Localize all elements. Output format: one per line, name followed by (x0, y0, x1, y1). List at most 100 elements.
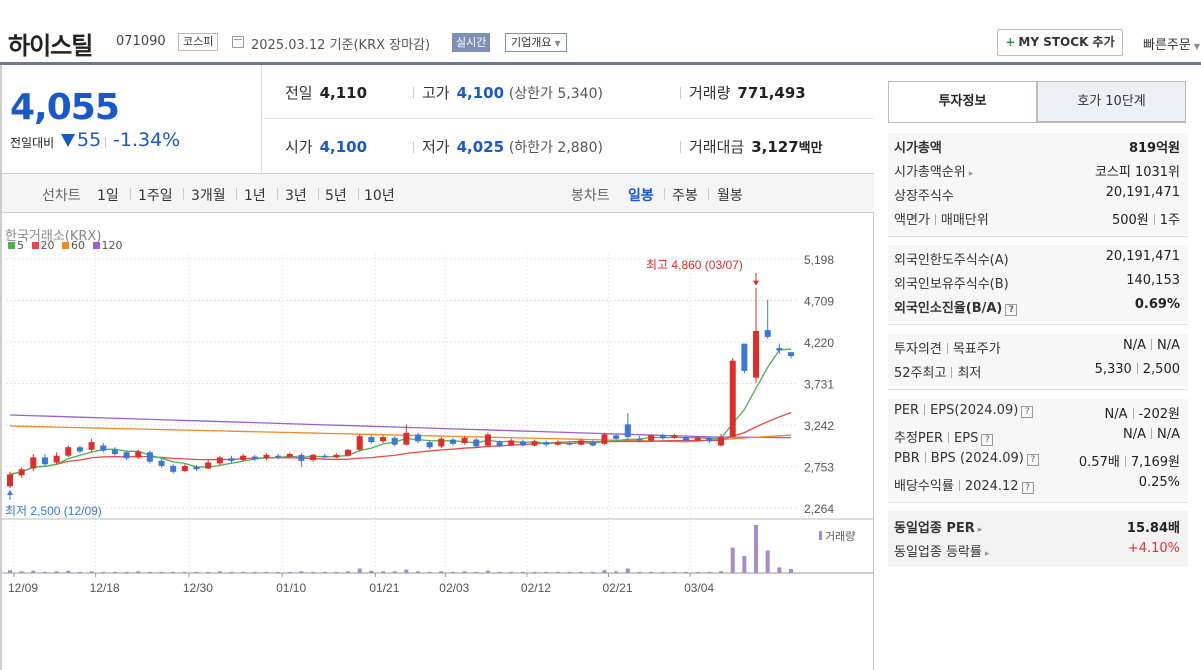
candle-monthly[interactable]: 월봉 (717, 188, 743, 204)
period-3y[interactable]: 3년 (285, 188, 307, 204)
candle-body (228, 458, 235, 461)
volume-bar (311, 571, 316, 573)
volume-bar (159, 571, 164, 573)
candle-body (729, 360, 736, 438)
prev-close: 전일 4,110 (285, 84, 368, 102)
volume-bar (229, 571, 234, 573)
info-section-foreign: 외국인한도주식수(A) 20,191,471 외국인보유주식수(B) 140,153… (888, 245, 1188, 321)
volume-bar (742, 556, 747, 573)
volume-bar (392, 571, 397, 573)
company-overview-button[interactable]: 기업개요 ▼ (505, 33, 567, 52)
y-tick-label: 2,753 (804, 461, 834, 475)
info-section-opinion: 투자의견 목표주가 N/A N/A 52주최고 최저 5,330 2,500 (888, 334, 1188, 386)
info-row: 액면가 매매단위 500원 1주 (894, 213, 1180, 228)
candle-body (391, 437, 398, 445)
volume-bar (346, 571, 351, 573)
volume-bar (241, 571, 246, 573)
volume-bar (381, 571, 386, 573)
candle-body (624, 424, 631, 438)
tab-investment-info[interactable]: 투자정보 (888, 81, 1037, 122)
candlestick-chart[interactable]: 5,198 4,709 4,220 3,731 3,242 2,753 2,264 최고 4,… (2, 213, 874, 670)
period-1y[interactable]: 1년 (244, 188, 266, 204)
volume-bar (19, 571, 24, 573)
candle-body (275, 455, 282, 458)
candle-daily[interactable]: 일봉 (628, 188, 654, 204)
x-tick-label: 02/03 (439, 581, 469, 595)
volume-bar (276, 571, 281, 573)
info-row: 상장주식수 20,191,471 (894, 185, 1180, 204)
tab-order-book[interactable]: 호가 10단계 (1037, 81, 1186, 122)
candle-body (111, 449, 118, 455)
candle-body (578, 440, 585, 445)
candle-body (753, 330, 760, 378)
volume-bar (532, 571, 537, 573)
candle-body (100, 445, 107, 451)
add-my-stock-button[interactable]: + MY STOCK 추가 (997, 29, 1123, 56)
high-price: 고가 4,100 (상한가 5,340) (422, 84, 603, 102)
price-stats: 전일 4,110 고가 4,100 (상한가 5,340) 거래량 771,493 시… (263, 65, 874, 173)
trade-amount: 거래대금 3,127백만 (689, 138, 823, 156)
candle-body (170, 465, 177, 472)
info-row[interactable]: 동일업종 PER ▸ 15.84배 (894, 521, 1180, 536)
volume-bar (719, 571, 724, 573)
period-10y[interactable]: 10년 (364, 188, 395, 204)
info-row[interactable]: 동일업종 등락률 ▸ +4.10% (894, 541, 1180, 560)
low-price: 저가 4,025 (하한가 2,880) (422, 138, 603, 156)
quick-order-button[interactable]: 빠른주문 ▼ (1143, 34, 1200, 53)
volume: 거래량 771,493 (689, 84, 806, 102)
ma120-swatch (92, 242, 100, 249)
y-tick-label: 4,220 (804, 336, 834, 350)
volume-bar (334, 571, 339, 573)
calendar-icon (232, 36, 244, 48)
down-triangle-icon (61, 134, 75, 147)
open-price: 시가 4,100 (285, 138, 368, 156)
period-1w[interactable]: 1주일 (138, 188, 173, 204)
candle-body (380, 437, 387, 442)
volume-bar (660, 571, 665, 573)
info-row: 추정PER EPS? N/A N/A (894, 427, 1180, 446)
change-percent: -1.34% (113, 129, 181, 151)
volume-bar (462, 571, 467, 573)
volume-bar (101, 571, 106, 573)
candle-body (88, 442, 95, 450)
candle-body (741, 343, 748, 371)
x-tick-label: 01/10 (276, 581, 306, 595)
info-row: PBR BPS (2024.09)? 0.57배 7,169원 (894, 451, 1180, 470)
volume-bar (77, 571, 82, 573)
volume-bar (450, 571, 455, 573)
candle-body (53, 455, 60, 463)
period-3m[interactable]: 3개월 (191, 188, 226, 204)
help-icon[interactable]: ? (981, 434, 994, 446)
candle-body (788, 352, 794, 357)
volume-bar (206, 571, 211, 573)
realtime-button[interactable]: 실시간 (452, 33, 491, 52)
stock-chart[interactable]: 5,198 4,709 4,220 3,731 3,242 2,753 2,264 최고 4,… (0, 213, 874, 670)
chart-period-bar: 선차트 1일 1주일 3개월 1년 3년 5년 10년 봉차트 일봉 주봉 월봉 (0, 173, 874, 213)
period-1d[interactable]: 1일 (97, 188, 119, 204)
candle-body (613, 435, 620, 439)
candle-body (240, 455, 247, 460)
ma60-label: 60 (71, 239, 85, 252)
volume-bar (299, 571, 304, 573)
candle-body (543, 442, 550, 445)
volume-bar (439, 571, 444, 573)
help-icon[interactable]: ? (1026, 454, 1039, 466)
candle-chart-label: 봉차트 (571, 188, 610, 204)
help-icon[interactable]: ? (1021, 482, 1034, 494)
period-5y[interactable]: 5년 (325, 188, 347, 204)
help-icon[interactable]: ? (1005, 304, 1018, 316)
candle-body (554, 442, 561, 445)
candle-body (298, 454, 305, 461)
info-row[interactable]: 시가총액순위 ▸ 코스피 1031위 (894, 165, 1180, 180)
volume-bar (124, 571, 129, 573)
candle-body (484, 434, 491, 446)
candle-body (263, 454, 270, 459)
help-icon[interactable]: ? (1021, 406, 1034, 418)
ma120-line (9, 414, 792, 439)
candle-body (648, 435, 655, 441)
volume-bar (684, 571, 689, 573)
candle-body (601, 434, 608, 444)
ma20-label: 20 (40, 239, 55, 252)
candle-weekly[interactable]: 주봉 (672, 188, 698, 204)
volume-bar (182, 571, 187, 573)
